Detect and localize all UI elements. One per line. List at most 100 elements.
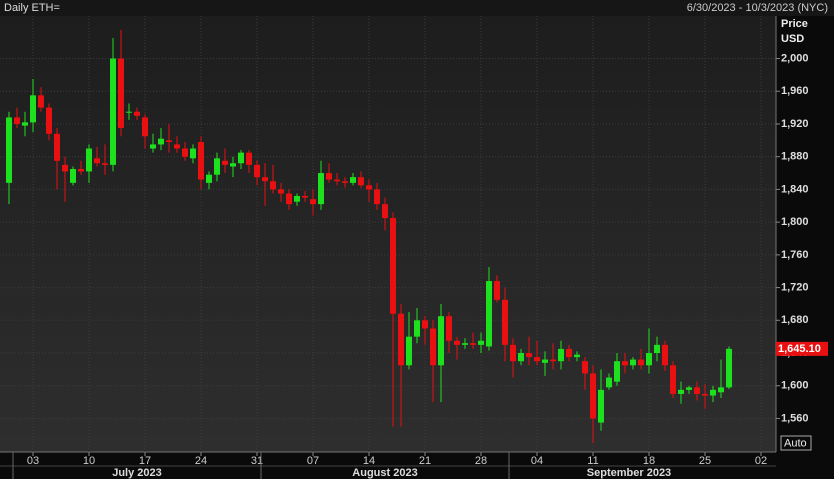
- candle-body: [78, 168, 84, 172]
- candle-body: [150, 144, 156, 149]
- candle-body: [134, 111, 140, 116]
- candle-body: [222, 160, 228, 165]
- candle-body: [238, 152, 244, 164]
- candle-body: [198, 141, 204, 180]
- candle-body: [118, 58, 124, 129]
- x-tick-label: 18: [643, 455, 655, 467]
- last-price-label: 1,645.10: [778, 343, 821, 355]
- candle-body: [446, 316, 452, 341]
- candle-body: [582, 361, 588, 374]
- candle-body: [662, 344, 668, 366]
- candle-body: [622, 361, 628, 366]
- y-tick-label: 1,680: [781, 314, 809, 326]
- candle-body: [158, 138, 164, 145]
- last-price-box: [776, 341, 828, 356]
- candle-body: [494, 281, 500, 300]
- candle-body: [342, 181, 348, 183]
- candle-body: [54, 133, 60, 161]
- candle-body: [470, 343, 476, 345]
- candle-body: [606, 377, 612, 388]
- candle-body: [478, 340, 484, 345]
- candle-body: [190, 148, 196, 159]
- candle-body: [678, 389, 684, 394]
- candle-body: [38, 95, 44, 108]
- candle-body: [486, 281, 492, 347]
- plot-area: [0, 16, 776, 452]
- candle-body: [14, 117, 20, 124]
- candle-body: [46, 107, 52, 134]
- candle-body: [502, 299, 508, 345]
- candle-body: [686, 387, 692, 390]
- y-tick-label: 1,840: [781, 183, 809, 195]
- candle-body: [414, 320, 420, 337]
- candle-body: [86, 148, 92, 172]
- candle-body: [262, 177, 268, 182]
- candle-body: [318, 173, 324, 205]
- x-tick-label: 10: [83, 455, 95, 467]
- y-tick-label: 1,960: [781, 85, 809, 97]
- chart-title: Daily ETH=: [4, 2, 60, 14]
- auto-label[interactable]: Auto: [784, 437, 807, 449]
- candle-body: [710, 389, 716, 396]
- x-tick-label: 25: [699, 455, 711, 467]
- candle-body: [430, 328, 436, 366]
- candle-body: [406, 336, 412, 366]
- candle-body: [670, 365, 676, 394]
- x-tick-label: 21: [419, 455, 431, 467]
- y-tick-label: 1,880: [781, 151, 809, 163]
- candle-body: [550, 359, 556, 362]
- candle-body: [454, 340, 460, 345]
- auto-button[interactable]: [780, 435, 812, 451]
- y-tick-label: 1,920: [781, 118, 809, 130]
- candle-body: [102, 163, 108, 165]
- candle-body: [702, 393, 708, 396]
- candle-body: [366, 185, 372, 190]
- y-tick-label: 1,800: [781, 216, 809, 228]
- candle-body: [390, 218, 396, 314]
- candle-body: [270, 181, 276, 190]
- candle-body: [302, 195, 308, 198]
- candle-body: [70, 168, 76, 183]
- candle-body: [166, 140, 172, 142]
- candle-body: [574, 354, 580, 358]
- y-tick-label: 1,600: [781, 380, 809, 392]
- x-tick-label: 03: [27, 455, 39, 467]
- candle-body: [374, 189, 380, 205]
- candle-body: [518, 353, 524, 362]
- y-axis-area: [776, 16, 834, 479]
- x-tick-label: 07: [307, 455, 319, 467]
- candle-body: [142, 117, 148, 137]
- x-tick-label: 02: [755, 455, 767, 467]
- candle-body: [110, 58, 116, 165]
- candle-body: [246, 152, 252, 165]
- candle-body: [126, 111, 132, 113]
- y-tick-label: 1,560: [781, 412, 809, 424]
- x-tick-label: 31: [251, 455, 263, 467]
- candle-body: [294, 195, 300, 202]
- candle-body: [206, 174, 212, 183]
- header-bar: [0, 0, 834, 16]
- candle-body: [286, 193, 292, 205]
- candle-body: [598, 389, 604, 423]
- y-tick-label: 2,000: [781, 52, 809, 64]
- candle-body: [254, 164, 260, 178]
- candle-body: [614, 361, 620, 382]
- candle-body: [590, 373, 596, 419]
- candle-body: [278, 189, 284, 194]
- candle-body: [382, 204, 388, 219]
- month-label: July 2023: [112, 467, 162, 479]
- candle-body: [6, 117, 12, 183]
- candle-body: [566, 348, 572, 358]
- candle-body: [230, 163, 236, 167]
- candle-body: [638, 359, 644, 366]
- candle-body: [654, 344, 660, 354]
- x-tick-label: 24: [195, 455, 207, 467]
- candle-body: [94, 158, 100, 164]
- candle-body: [694, 387, 700, 394]
- y-axis-label: Price: [781, 18, 808, 30]
- x-tick-label: 04: [531, 455, 543, 467]
- candle-body: [358, 177, 364, 186]
- candle-body: [30, 95, 36, 123]
- candle-body: [174, 144, 180, 149]
